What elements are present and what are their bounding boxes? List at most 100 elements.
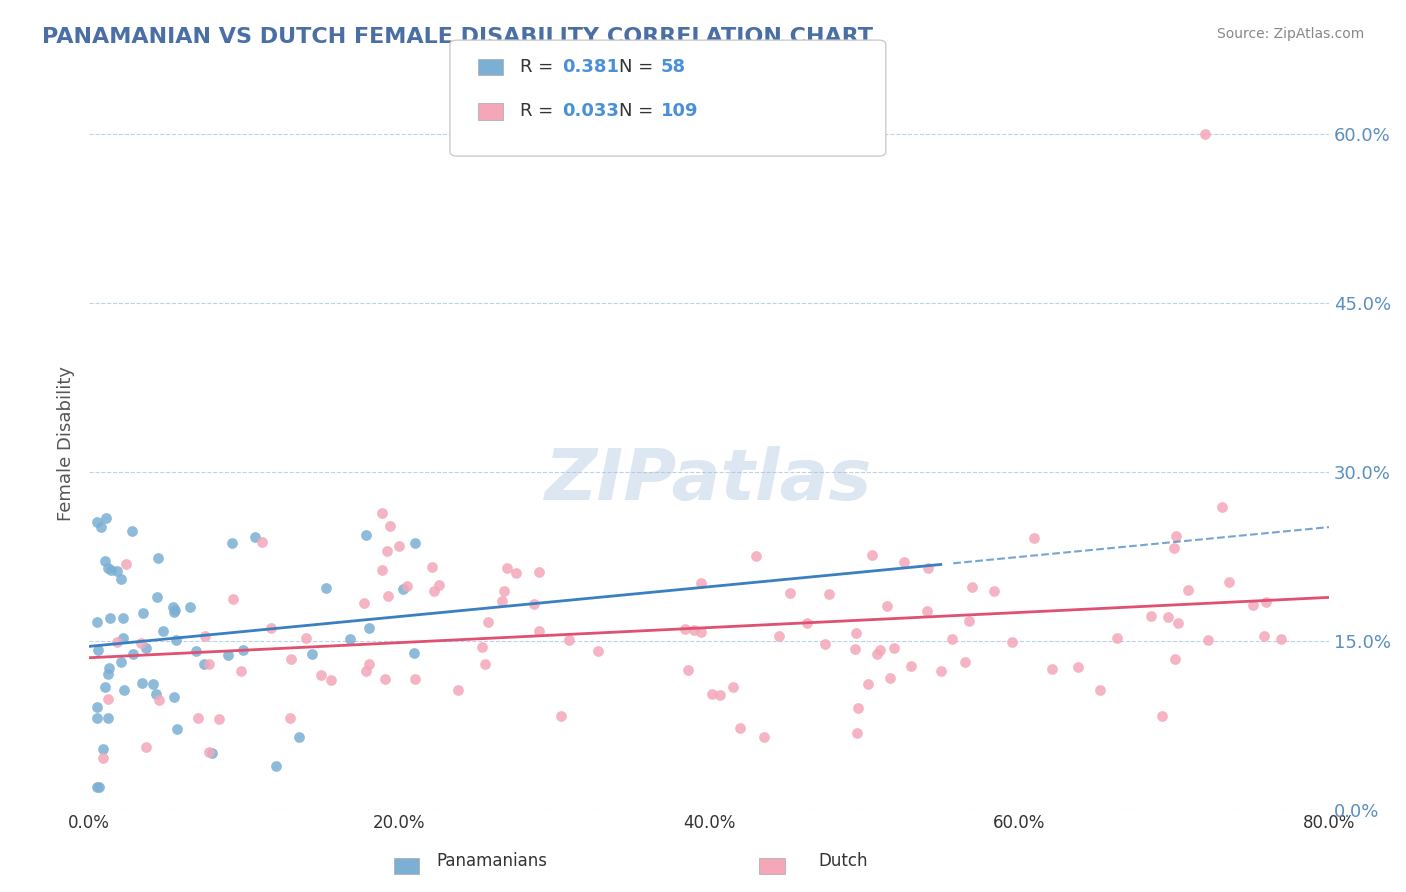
Point — [915, 604, 938, 618]
Point — [1157, 609, 1180, 624]
Point — [100, 563, 122, 577]
Point — [264, 758, 287, 772]
Point — [1152, 709, 1174, 723]
Point — [1254, 595, 1277, 609]
Point — [111, 632, 134, 646]
Point — [194, 629, 217, 643]
Point — [105, 564, 128, 578]
Point — [129, 636, 152, 650]
Point — [97, 711, 120, 725]
Point — [893, 555, 915, 569]
Point — [1022, 531, 1045, 545]
Point — [86, 615, 108, 629]
Point — [86, 516, 108, 530]
Point — [814, 637, 837, 651]
Point — [730, 721, 752, 735]
Point — [357, 621, 380, 635]
Point — [929, 664, 952, 678]
Point — [97, 667, 120, 681]
Point — [110, 572, 132, 586]
Point — [818, 587, 841, 601]
Point — [876, 599, 898, 614]
Y-axis label: Female Disability: Female Disability — [58, 366, 75, 521]
Point — [115, 558, 138, 572]
Point — [179, 599, 201, 614]
Text: R =: R = — [520, 58, 560, 76]
Point — [354, 527, 377, 541]
Text: 58: 58 — [661, 58, 686, 76]
Point — [856, 677, 879, 691]
Point — [1241, 599, 1264, 613]
Text: PANAMANIAN VS DUTCH FEMALE DISABILITY CORRELATION CHART: PANAMANIAN VS DUTCH FEMALE DISABILITY CO… — [42, 27, 873, 46]
Point — [148, 693, 170, 707]
Point — [131, 675, 153, 690]
Point — [221, 536, 243, 550]
Text: Panamanians: Panamanians — [437, 852, 547, 870]
Text: 0.033: 0.033 — [562, 103, 619, 120]
Point — [953, 655, 976, 669]
Point — [371, 506, 394, 520]
Point — [111, 611, 134, 625]
Point — [447, 683, 470, 698]
Point — [721, 680, 744, 694]
Point — [846, 726, 869, 740]
Point — [165, 632, 187, 647]
Point — [287, 730, 309, 744]
Point — [477, 615, 499, 629]
Point — [1105, 631, 1128, 645]
Point — [1194, 127, 1216, 141]
Point — [260, 621, 283, 635]
Point — [673, 622, 696, 636]
Point — [135, 739, 157, 754]
Point — [420, 559, 443, 574]
Point — [846, 700, 869, 714]
Point — [1211, 500, 1233, 514]
Point — [404, 536, 426, 550]
Point — [229, 664, 252, 678]
Point — [1163, 652, 1185, 666]
Point — [883, 641, 905, 656]
Point — [941, 632, 963, 646]
Point — [186, 644, 208, 658]
Point — [495, 560, 517, 574]
Point — [779, 586, 801, 600]
Point — [309, 668, 332, 682]
Point — [957, 614, 980, 628]
Point — [1218, 575, 1240, 590]
Point — [193, 657, 215, 671]
Point — [354, 664, 377, 678]
Point — [163, 605, 186, 619]
Point — [96, 511, 118, 525]
Point — [86, 780, 108, 794]
Point — [474, 657, 496, 671]
Point — [197, 657, 219, 672]
Point — [860, 548, 883, 562]
Point — [427, 578, 450, 592]
Point — [1166, 529, 1188, 543]
Point — [879, 671, 901, 685]
Point — [917, 561, 939, 575]
Point — [245, 530, 267, 544]
Point — [91, 751, 114, 765]
Point — [395, 579, 418, 593]
Point — [357, 657, 380, 671]
Point — [198, 746, 221, 760]
Point — [121, 524, 143, 539]
Point — [404, 673, 426, 687]
Point — [146, 590, 169, 604]
Point — [86, 699, 108, 714]
Point — [375, 544, 398, 558]
Point — [1163, 541, 1185, 556]
Point — [796, 615, 818, 630]
Point — [845, 625, 868, 640]
Text: N =: N = — [619, 58, 658, 76]
Point — [208, 712, 231, 726]
Point — [1088, 682, 1111, 697]
Point — [391, 582, 413, 597]
Text: 0.381: 0.381 — [562, 58, 620, 76]
Point — [135, 640, 157, 655]
Point — [110, 655, 132, 669]
Point — [278, 711, 301, 725]
Text: N =: N = — [619, 103, 658, 120]
Point — [844, 641, 866, 656]
